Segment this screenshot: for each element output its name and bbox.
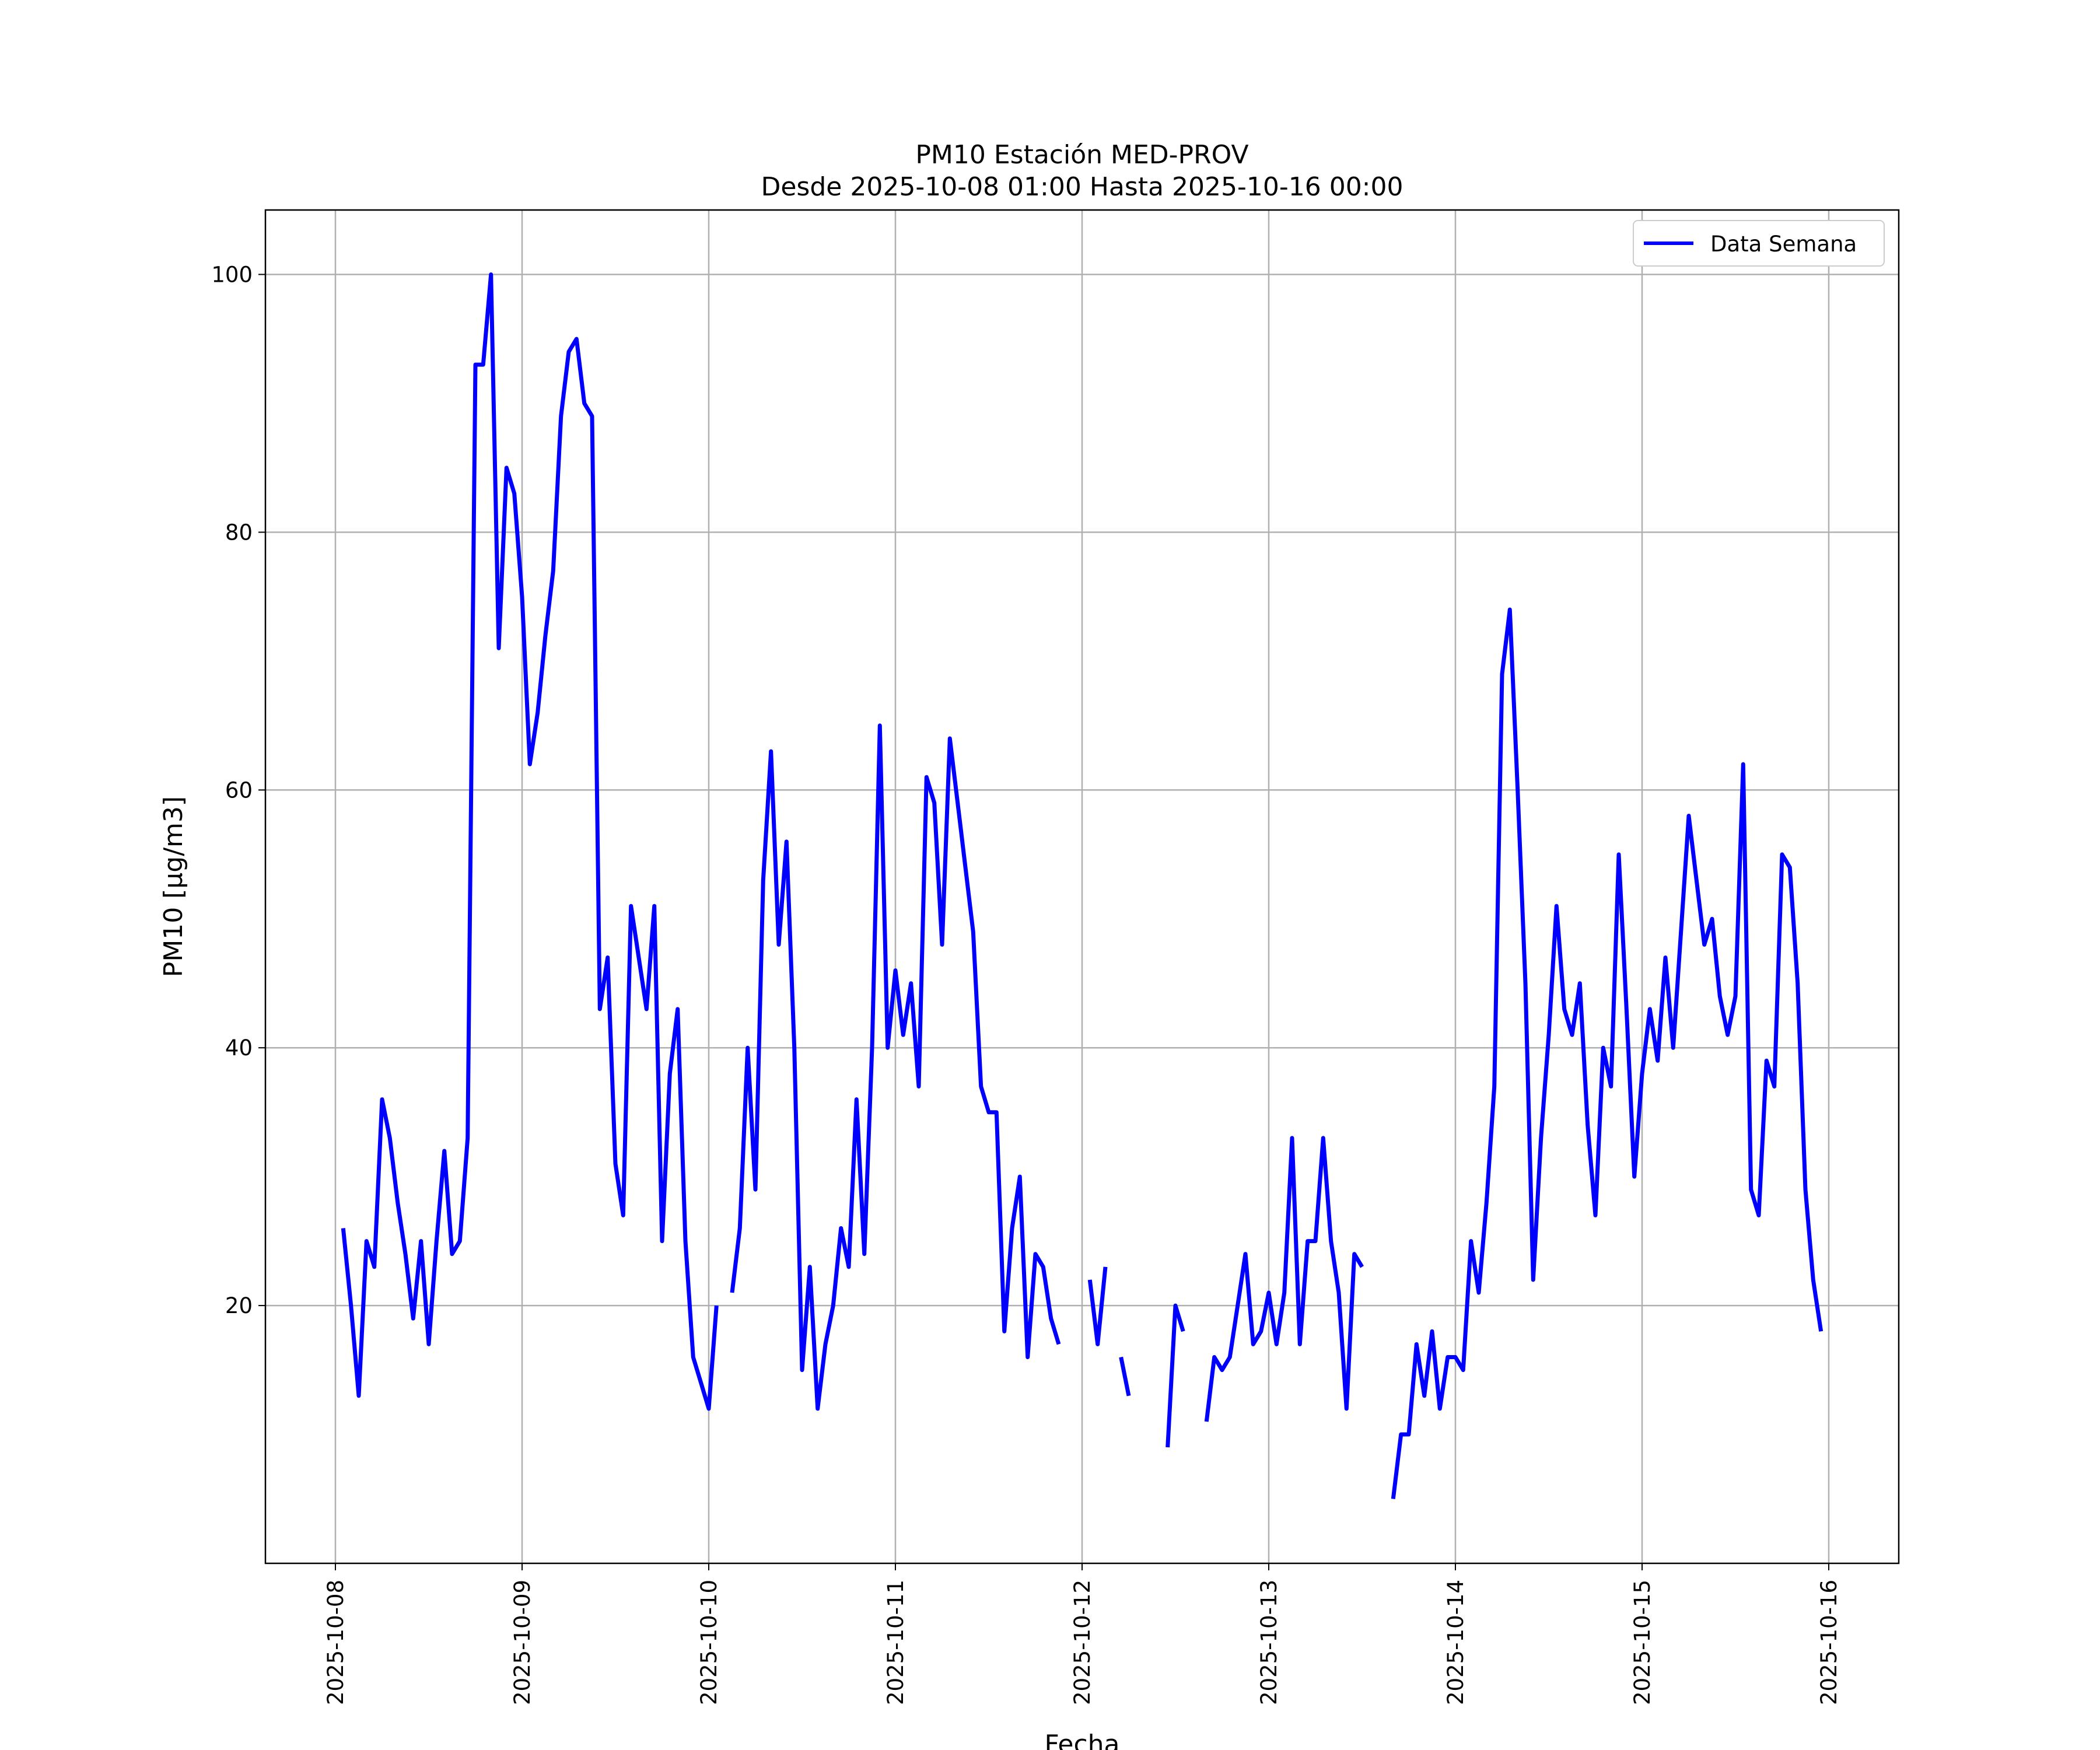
x-tick-label: 2025-10-08: [323, 1580, 348, 1705]
x-tick-label: 2025-10-10: [696, 1580, 722, 1705]
x-tick-label: 2025-10-12: [1070, 1580, 1095, 1705]
y-tick-label: 20: [225, 1293, 253, 1318]
x-axis-label: Fecha: [1044, 1730, 1119, 1750]
series-line-segment: [1087, 1266, 1108, 1346]
legend-box: [1633, 220, 1885, 267]
series-line-segment: [341, 272, 719, 1411]
chart-subtitle: Desde 2025-10-08 01:00 Hasta 2025-10-16 …: [761, 172, 1403, 202]
chart-title: PM10 Estación MED-PROV: [915, 140, 1248, 170]
x-tick-label: 2025-10-14: [1443, 1580, 1468, 1705]
legend-label: Data Semana: [1710, 232, 1857, 257]
x-tick-label: 2025-10-15: [1630, 1580, 1655, 1705]
series-line-segment: [1166, 1303, 1185, 1448]
x-tick-label: 2025-10-11: [883, 1580, 908, 1705]
series-line-segment: [1391, 607, 1824, 1499]
grid: [265, 210, 1899, 1563]
y-tick-label: 60: [225, 778, 253, 803]
y-tick-label: 40: [225, 1035, 253, 1060]
x-axis: 2025-10-08 2025-10-09 2025-10-10 2025-10-11…: [323, 1563, 1842, 1705]
x-tick-label: 2025-10-09: [510, 1580, 535, 1705]
series-layer: [341, 272, 1824, 1499]
x-tick-label: 2025-10-13: [1256, 1580, 1282, 1705]
y-axis: 20 40 60 80 100: [211, 262, 265, 1318]
y-axis-label: PM10 [μg/m3]: [159, 796, 188, 977]
x-tick-label: 2025-10-16: [1817, 1580, 1842, 1705]
legend: Data Semana: [1633, 220, 1885, 267]
series-line-segment: [1119, 1356, 1131, 1396]
y-tick-label: 100: [211, 262, 253, 287]
series-line-segment: [730, 723, 1061, 1411]
series-line-segment: [1204, 1136, 1364, 1422]
y-tick-label: 80: [225, 520, 253, 545]
